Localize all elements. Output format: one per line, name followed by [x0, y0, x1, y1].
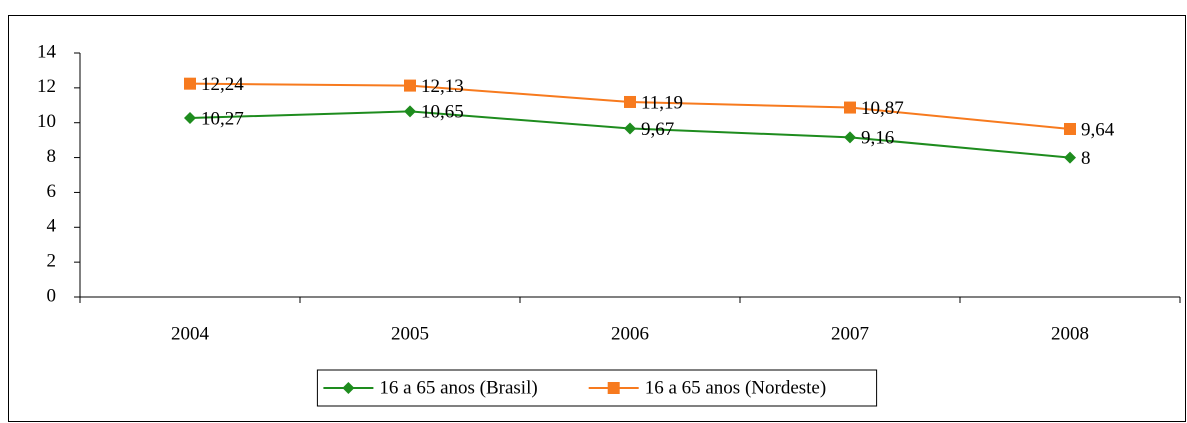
- x-tick-label: 2005: [391, 323, 429, 344]
- y-tick-label: 12: [37, 76, 56, 97]
- marker: [404, 79, 416, 92]
- marker: [624, 95, 636, 108]
- y-tick-label: 6: [47, 181, 57, 202]
- data-label: 10,87: [861, 98, 904, 119]
- marker: [1064, 122, 1076, 135]
- marker: [184, 112, 196, 125]
- data-label: 11,19: [641, 92, 683, 113]
- data-label: 9,64: [1081, 119, 1115, 140]
- y-tick-label: 10: [37, 111, 56, 132]
- marker: [342, 382, 355, 394]
- y-tick-label: 4: [47, 216, 57, 237]
- marker: [1064, 151, 1076, 164]
- data-label: 9,16: [861, 128, 894, 149]
- y-tick-label: 0: [47, 285, 57, 306]
- data-label: 10,65: [421, 102, 464, 123]
- x-tick-label: 2006: [611, 323, 649, 344]
- y-tick-label: 8: [47, 146, 57, 167]
- x-tick-label: 2008: [1051, 323, 1089, 344]
- marker: [844, 131, 856, 144]
- chart-frame: [8, 15, 1186, 422]
- marker: [624, 122, 636, 135]
- y-tick-label: 2: [47, 251, 57, 272]
- y-tick-label: 14: [37, 41, 57, 62]
- x-tick-label: 2004: [171, 323, 210, 344]
- data-label: 12,24: [201, 74, 244, 95]
- legend-box: [316, 369, 878, 407]
- marker: [184, 77, 196, 90]
- legend-label: 16 a 65 anos (Nordeste): [645, 377, 827, 398]
- marker: [844, 101, 856, 114]
- marker: [404, 105, 416, 118]
- data-label: 10,27: [201, 108, 244, 129]
- legend-label: 16 a 65 anos (Brasil): [379, 377, 537, 398]
- x-tick-label: 2007: [831, 323, 869, 344]
- data-label: 8: [1081, 148, 1091, 169]
- legend-entry: 16 a 65 anos (Brasil): [323, 377, 538, 398]
- data-label: 12,13: [421, 76, 464, 97]
- legend-entry: 16 a 65 anos (Nordeste): [588, 377, 827, 398]
- data-label: 9,67: [641, 119, 674, 140]
- marker: [607, 382, 620, 394]
